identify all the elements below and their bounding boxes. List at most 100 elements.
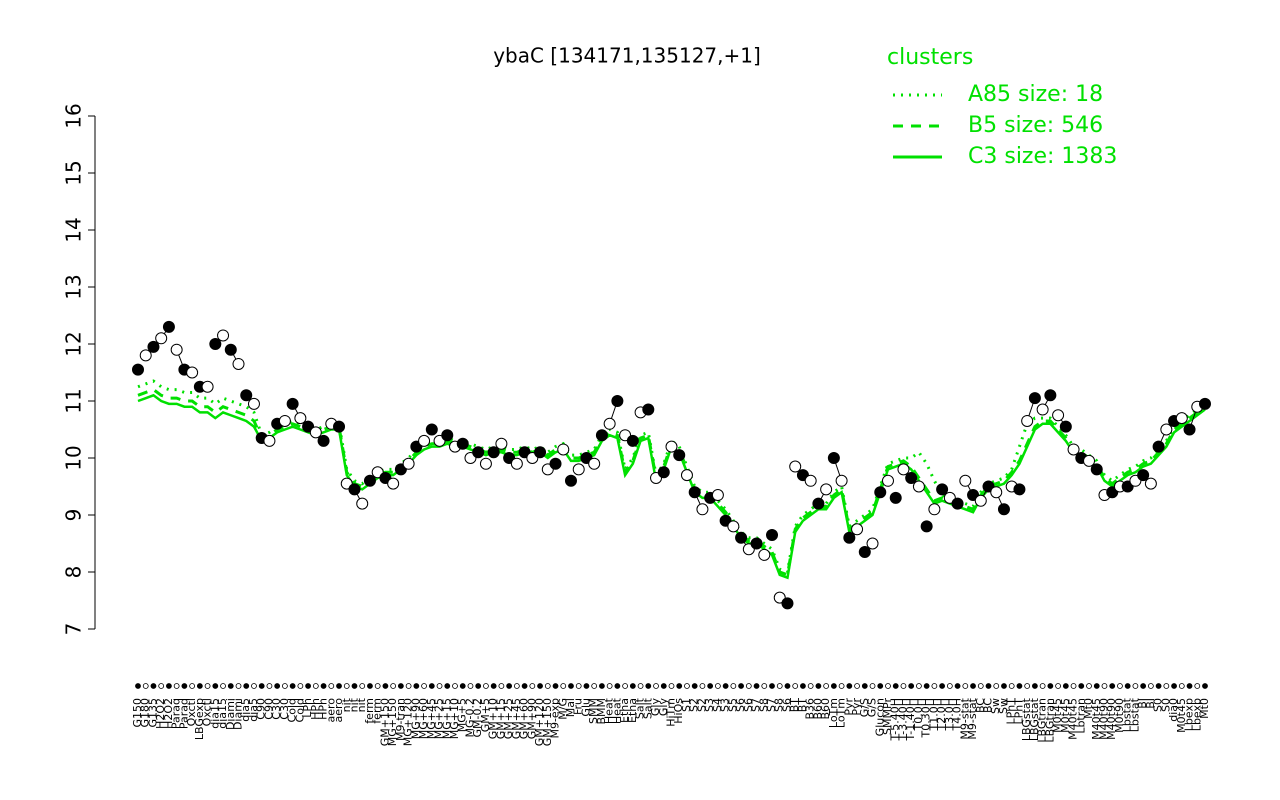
data-point xyxy=(874,486,887,499)
x-tick-dot xyxy=(204,683,211,689)
x-tick-label: T3.0H xyxy=(943,698,956,731)
data-point xyxy=(209,338,222,350)
x-tick-dot xyxy=(428,683,435,689)
data-point xyxy=(201,380,214,393)
data-point xyxy=(1083,454,1096,467)
x-tick-dot xyxy=(583,683,590,689)
x-tick-label: S3 xyxy=(719,698,732,712)
x-tick-dot xyxy=(1039,683,1046,689)
x-tick-dot xyxy=(243,683,250,689)
data-point xyxy=(1067,443,1080,456)
data-point xyxy=(665,440,678,453)
x-tick-label: aero xyxy=(324,698,337,723)
x-tick-label: M9-exp xyxy=(549,698,562,739)
data-point xyxy=(1036,403,1049,416)
y-tick-label: 15 xyxy=(62,160,86,185)
x-tick-label: MG+150 xyxy=(386,698,399,746)
data-point xyxy=(920,520,933,533)
x-tick-label: LBGtran xyxy=(1036,698,1049,743)
x-tick-label: M0t45 xyxy=(1051,698,1064,733)
x-tick-dot xyxy=(475,683,482,689)
x-tick-label: S5 xyxy=(726,698,739,712)
x-tick-label: LBGstat xyxy=(1020,697,1033,741)
x-tick-label: Cold xyxy=(286,698,299,722)
x-tick-label: dia5 xyxy=(247,698,260,722)
x-tick-label: MG+90 xyxy=(409,698,422,739)
data-point xyxy=(680,469,693,482)
data-point xyxy=(766,528,779,541)
data-point xyxy=(1044,389,1057,402)
data-point xyxy=(487,446,500,459)
x-tick-label: Salt xyxy=(641,697,654,719)
x-tick-dot xyxy=(343,683,350,689)
data-point xyxy=(1059,420,1072,433)
x-tick-label: LoTm xyxy=(827,698,840,728)
x-tick-label: GM-0.2 xyxy=(471,698,484,737)
x-tick-dot xyxy=(235,683,242,689)
x-tick-dot xyxy=(1101,683,1108,689)
x-tick-label: ferm xyxy=(363,698,376,724)
x-tick-label: H2O2 xyxy=(154,698,167,729)
data-point xyxy=(812,497,825,510)
x-tick-dot xyxy=(467,683,474,689)
data-point xyxy=(418,434,431,447)
x-tick-label: Lbexp xyxy=(1183,698,1196,731)
x-tick-dot xyxy=(1109,683,1116,689)
data-point xyxy=(456,437,469,450)
x-tick-dot xyxy=(251,683,257,689)
data-point xyxy=(936,483,949,496)
data-point xyxy=(912,480,925,493)
data-point xyxy=(286,397,299,410)
x-tick-label: MG+60 xyxy=(417,698,430,739)
x-tick-label: GM+150 xyxy=(541,698,554,746)
x-tick-dot xyxy=(452,683,458,689)
x-tick-dot xyxy=(382,683,389,689)
x-tick-dot xyxy=(1024,683,1031,689)
x-tick-dot xyxy=(367,683,373,689)
x-tick-dot xyxy=(637,683,644,689)
y-tick-label: 12 xyxy=(62,331,86,356)
x-tick-label: Cold xyxy=(293,698,306,722)
x-tick-dot xyxy=(320,683,327,689)
x-tick-dot xyxy=(900,683,907,689)
data-point xyxy=(1144,477,1157,490)
x-tick-dot xyxy=(622,683,629,689)
data-point xyxy=(572,463,585,476)
x-tick-dot xyxy=(591,683,598,689)
data-point xyxy=(224,343,237,356)
data-point xyxy=(495,437,508,450)
data-point xyxy=(820,483,833,496)
x-tick-label: Oxctl xyxy=(185,698,198,726)
data-point xyxy=(472,446,485,459)
x-tick-dot xyxy=(289,683,296,689)
x-tick-label: Heat xyxy=(610,697,623,724)
x-tick-dot xyxy=(544,683,551,689)
x-tick-dot xyxy=(722,683,729,689)
x-tick-label: MG+25 xyxy=(433,698,446,739)
x-tick-dot xyxy=(575,683,582,689)
data-point xyxy=(1152,440,1165,453)
x-tick-label: Pyr xyxy=(850,698,863,716)
x-tick-dot xyxy=(769,683,775,689)
x-tick-dot xyxy=(629,683,636,689)
x-tick-label: C30 xyxy=(270,698,283,720)
data-point xyxy=(1052,409,1065,422)
x-tick-label: M9-stat xyxy=(966,697,979,739)
x-tick-label: BI xyxy=(1136,698,1149,709)
x-tick-label: T-1.40H xyxy=(904,698,917,741)
x-tick-label: G/S xyxy=(858,698,871,717)
data-point xyxy=(990,486,1003,499)
x-tick-dot xyxy=(993,683,1000,689)
x-tick-dot xyxy=(916,683,922,689)
x-tick-dot xyxy=(258,683,265,689)
x-tick-dot xyxy=(490,683,497,689)
data-point xyxy=(595,429,608,442)
x-tick-dot xyxy=(1171,683,1177,689)
y-tick-label: 7 xyxy=(62,623,86,636)
x-tick-label: S0 xyxy=(1152,698,1165,712)
x-tick-label: Mal xyxy=(564,698,577,717)
x-tick-label: S2 xyxy=(695,698,708,712)
data-point xyxy=(263,434,276,447)
data-point xyxy=(155,332,168,345)
x-tick-label: T1.0H xyxy=(927,698,940,731)
